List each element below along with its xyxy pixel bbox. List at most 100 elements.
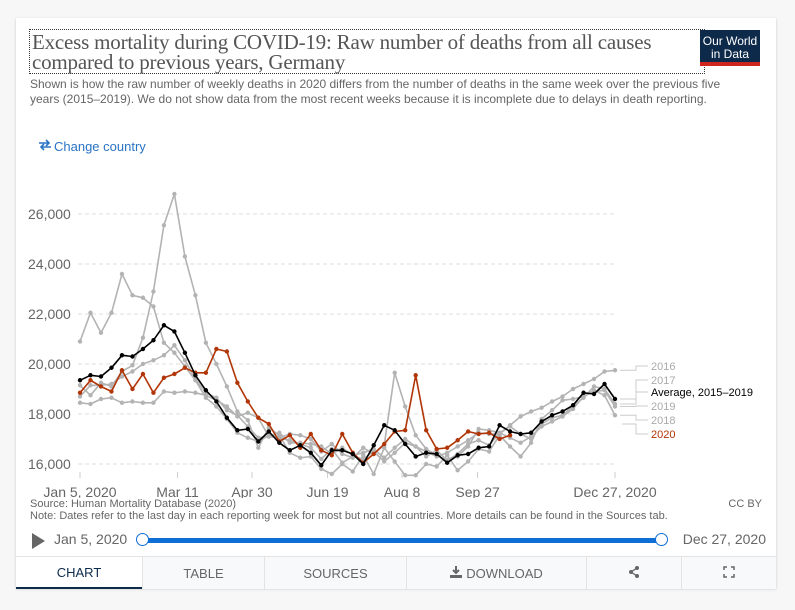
data-point[interactable] <box>214 404 219 409</box>
data-point[interactable] <box>591 391 597 397</box>
data-point[interactable] <box>560 409 565 414</box>
legend-label[interactable]: 2020 <box>651 429 675 441</box>
data-point[interactable] <box>350 451 355 457</box>
data-point[interactable] <box>434 451 439 457</box>
data-point[interactable] <box>486 449 492 454</box>
data-point[interactable] <box>361 461 366 467</box>
data-point[interactable] <box>423 450 429 455</box>
data-point[interactable] <box>277 440 282 445</box>
data-point[interactable] <box>214 395 219 400</box>
data-point[interactable] <box>340 448 345 453</box>
data-point[interactable] <box>182 254 188 259</box>
data-point[interactable] <box>402 473 408 478</box>
legend-label[interactable]: 2019 <box>651 401 675 413</box>
data-point[interactable] <box>182 389 188 394</box>
data-point[interactable] <box>193 390 198 395</box>
data-point[interactable] <box>182 358 188 363</box>
data-point[interactable] <box>497 436 502 442</box>
data-point[interactable] <box>224 404 230 409</box>
data-point[interactable] <box>245 410 251 415</box>
tab-sources[interactable]: SOURCES <box>264 557 406 589</box>
share-button[interactable] <box>586 557 681 589</box>
data-point[interactable] <box>329 453 334 458</box>
data-point[interactable] <box>266 421 272 427</box>
data-point[interactable] <box>140 295 146 300</box>
data-point[interactable] <box>235 409 240 414</box>
data-point[interactable] <box>277 433 282 438</box>
data-point[interactable] <box>130 363 135 368</box>
data-point[interactable] <box>423 461 429 467</box>
data-point[interactable] <box>256 435 261 440</box>
tab-table[interactable]: TABLE <box>142 557 264 589</box>
tab-download[interactable]: DOWNLOAD <box>406 557 586 589</box>
data-point[interactable] <box>570 406 576 412</box>
data-point[interactable] <box>308 436 313 442</box>
data-point[interactable] <box>109 310 114 315</box>
data-point[interactable] <box>476 438 481 443</box>
data-point[interactable] <box>88 378 93 383</box>
data-point[interactable] <box>119 374 125 379</box>
legend-label[interactable]: 2016 <box>651 361 675 373</box>
data-point[interactable] <box>235 380 240 385</box>
data-point[interactable] <box>382 445 387 450</box>
data-point[interactable] <box>518 431 523 437</box>
data-point[interactable] <box>119 400 125 405</box>
data-point[interactable] <box>172 371 177 377</box>
data-point[interactable] <box>214 361 219 367</box>
data-point[interactable] <box>224 349 230 354</box>
data-point[interactable] <box>539 424 544 429</box>
data-point[interactable] <box>77 394 83 399</box>
data-point[interactable] <box>518 414 523 419</box>
data-point[interactable] <box>465 441 471 447</box>
data-point[interactable] <box>602 381 607 387</box>
data-point[interactable] <box>528 409 534 414</box>
data-point[interactable] <box>444 453 450 458</box>
data-point[interactable] <box>161 389 167 394</box>
data-point[interactable] <box>88 310 93 315</box>
data-point[interactable] <box>140 346 146 352</box>
data-point[interactable] <box>413 433 418 438</box>
data-point[interactable] <box>560 398 565 403</box>
data-point[interactable] <box>214 346 219 352</box>
data-point[interactable] <box>151 400 156 405</box>
data-point[interactable] <box>507 429 513 434</box>
data-point[interactable] <box>444 445 450 450</box>
data-point[interactable] <box>308 445 313 450</box>
data-point[interactable] <box>77 378 83 383</box>
data-point[interactable] <box>340 461 345 467</box>
data-point[interactable] <box>130 386 135 392</box>
data-point[interactable] <box>119 368 125 373</box>
data-point[interactable] <box>476 426 481 432</box>
data-point[interactable] <box>602 388 607 393</box>
series-2018[interactable] <box>77 191 618 478</box>
data-point[interactable] <box>402 441 408 447</box>
data-point[interactable] <box>130 354 135 359</box>
data-point[interactable] <box>602 393 607 398</box>
data-point[interactable] <box>591 384 597 389</box>
data-point[interactable] <box>402 404 408 409</box>
data-point[interactable] <box>361 453 366 458</box>
data-point[interactable] <box>77 383 83 388</box>
data-point[interactable] <box>172 329 177 334</box>
data-point[interactable] <box>308 454 313 459</box>
data-point[interactable] <box>560 394 565 399</box>
data-point[interactable] <box>161 375 167 380</box>
data-point[interactable] <box>319 448 324 453</box>
timeline-end-handle[interactable] <box>655 533 668 546</box>
data-point[interactable] <box>151 390 156 395</box>
data-point[interactable] <box>539 405 544 410</box>
data-point[interactable] <box>140 361 146 367</box>
data-point[interactable] <box>602 369 607 374</box>
data-point[interactable] <box>161 223 167 228</box>
data-point[interactable] <box>256 439 261 444</box>
data-point[interactable] <box>518 440 523 445</box>
data-point[interactable] <box>591 376 597 382</box>
data-point[interactable] <box>109 365 114 370</box>
data-point[interactable] <box>371 451 376 457</box>
data-point[interactable] <box>423 428 429 433</box>
data-point[interactable] <box>570 396 576 402</box>
data-point[interactable] <box>77 390 83 395</box>
data-point[interactable] <box>486 444 492 449</box>
data-point[interactable] <box>465 459 471 464</box>
data-point[interactable] <box>98 374 104 379</box>
